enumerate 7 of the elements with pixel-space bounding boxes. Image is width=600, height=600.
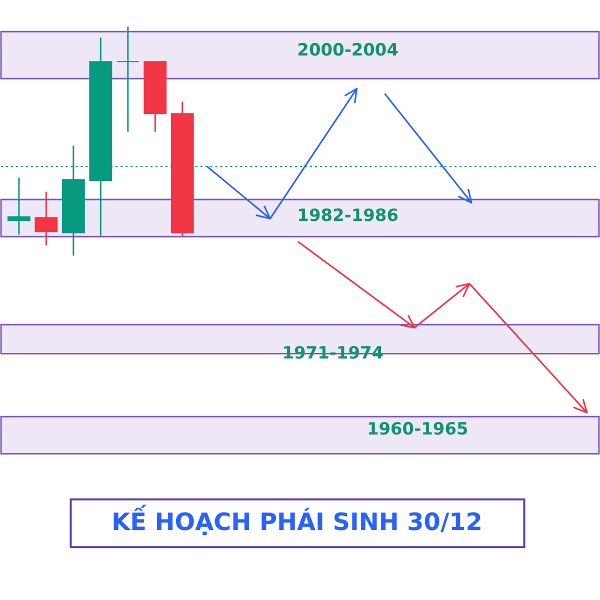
candlestick	[34, 191, 58, 246]
text: KẾ HOẠCH PHÁI SINH 30/12	[112, 504, 482, 536]
candlestick	[7, 176, 30, 236]
band-label: 2000-2004	[297, 39, 398, 60]
candlestick	[116, 26, 140, 132]
band-label: 1960-1965	[366, 418, 468, 439]
band-label: 1982-1986	[297, 205, 398, 226]
